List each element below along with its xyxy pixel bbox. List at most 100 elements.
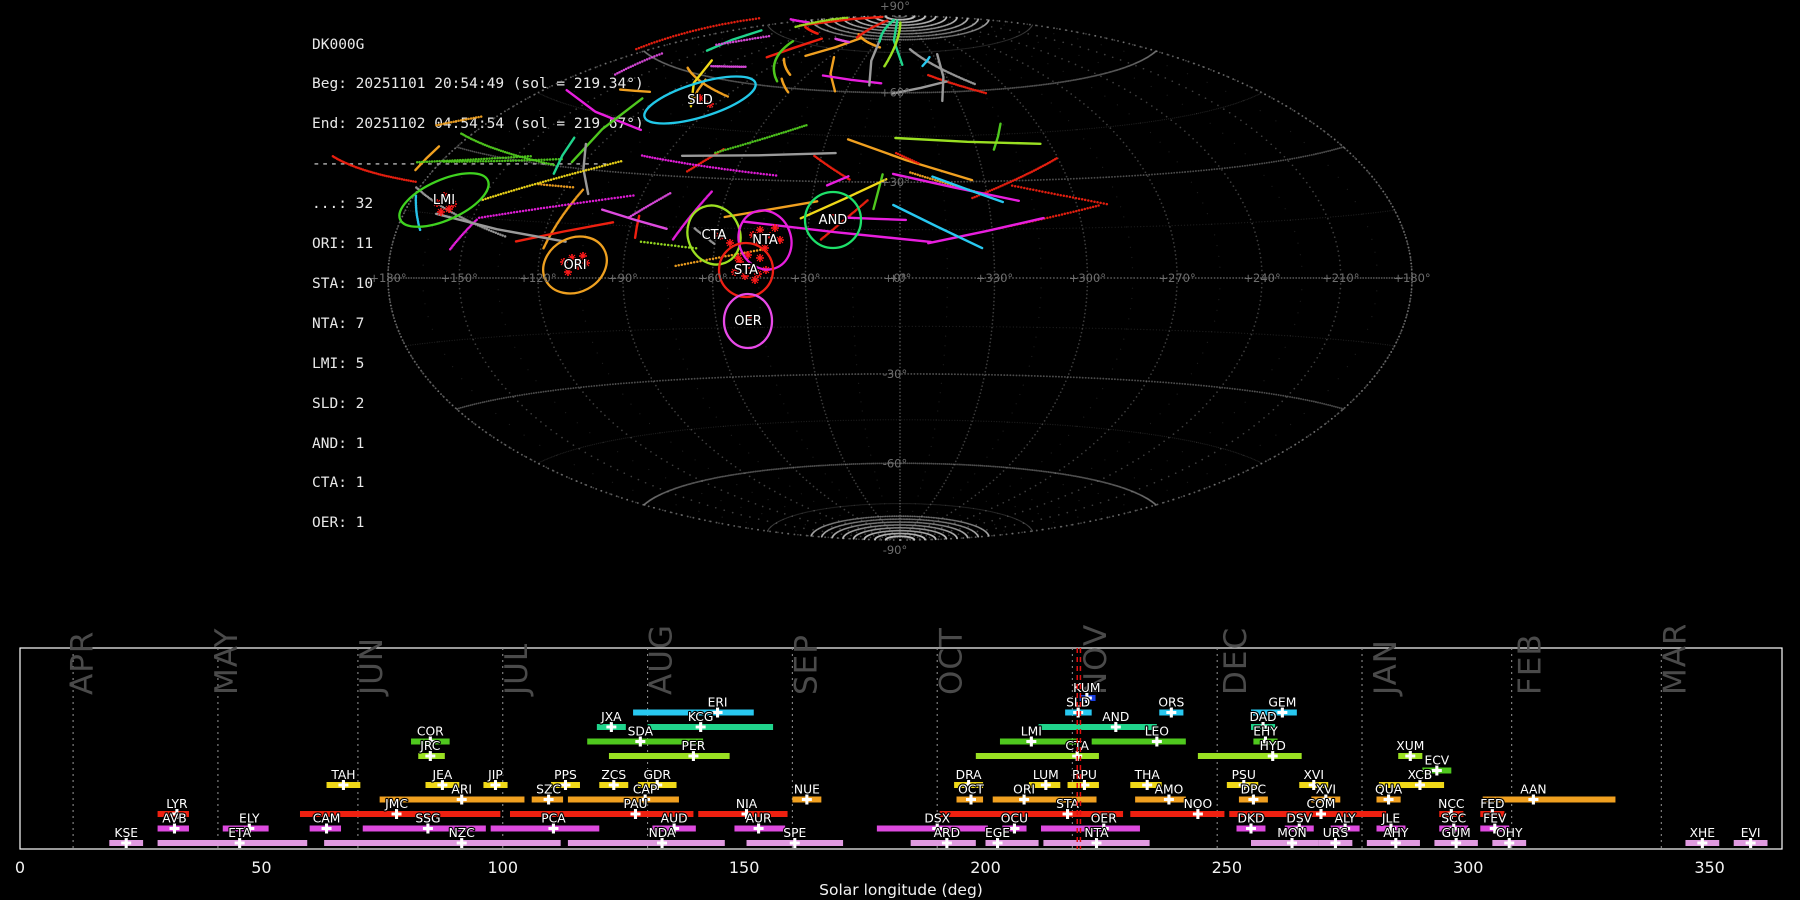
shower-bar[interactable]: AMO [1135,781,1186,805]
shower-bar[interactable]: AUR [734,810,786,834]
radiant-marker-sta[interactable]: STA [717,241,775,299]
shower-bar[interactable]: PER [608,738,730,761]
shower-bar[interactable]: DSV [1284,810,1314,834]
shower-bar[interactable]: AAN [1482,781,1616,805]
shower-bar[interactable]: ALY [1330,810,1360,834]
radiant-marker-sld[interactable]: SLD [640,67,761,133]
shower-bar[interactable]: OER [1040,810,1140,834]
shower-bar[interactable]: MON [1250,825,1319,848]
shower-bar[interactable]: OCT [956,781,985,805]
shower-bar[interactable]: SCC [1439,810,1469,834]
shower-bar[interactable]: GDR [637,767,677,790]
shower-bar[interactable]: ERI [633,694,754,718]
shower-bar[interactable]: COR [411,723,450,747]
meteor-radiant-star [449,200,457,208]
shower-bar[interactable]: NIA [698,796,788,819]
radiant-marker-cta[interactable]: CTA [679,197,750,272]
shower-bar[interactable]: FEV [1480,810,1510,834]
shower-bar[interactable]: THA [1130,767,1162,790]
shower-bar[interactable]: ARD [910,825,976,848]
shower-code-label: ARD [934,826,960,840]
shower-bar[interactable]: KCG [647,709,774,732]
radiant-marker-lmi[interactable]: LMI [392,162,496,238]
shower-bar[interactable]: SSG [362,810,486,834]
axis-tick-label: 300 [1453,858,1484,877]
shower-bar[interactable]: STA [939,796,1124,819]
shower-bar[interactable]: JXA [596,709,626,732]
shower-bar[interactable]: GUM [1434,825,1478,848]
shower-bar[interactable]: JIP [483,767,508,790]
shower-bar[interactable]: DKD [1236,810,1266,834]
shower-bar[interactable]: FED [1479,796,1506,819]
shower-bar[interactable]: JRC [418,738,445,761]
shower-bar[interactable]: NOO [1130,796,1225,819]
shower-bar[interactable]: RPU [1067,767,1099,790]
shower-bar[interactable]: NZC [324,825,561,848]
shower-bar[interactable]: SZC [531,781,564,805]
shower-bar[interactable]: URS [1318,825,1353,848]
shower-bar[interactable]: SDA [587,723,704,747]
shower-bar[interactable]: SPE [746,825,844,848]
shower-bar[interactable]: CAP [567,781,679,805]
shower-bar[interactable]: ARI [379,781,525,805]
shower-bar[interactable]: EVI [1733,825,1768,848]
shower-bar[interactable]: ECV [1422,752,1452,776]
shower-bar[interactable]: XCB [1378,767,1445,790]
shower-bar[interactable]: GEM [1250,694,1297,718]
shower-bar[interactable]: ZCS [599,767,629,790]
shower-bar[interactable]: DSX [876,810,988,834]
shower-bar[interactable]: QUA [1374,781,1404,805]
shower-bar[interactable]: ELY [222,810,269,834]
shower-bar[interactable]: LEO [1091,723,1186,747]
shower-bar[interactable]: OHY [1492,825,1527,848]
shower-bar[interactable]: AHY [1366,825,1420,848]
shower-bar[interactable]: AUD [652,810,696,834]
shower-bar[interactable]: XVI [1311,781,1341,805]
radiant-marker-oer[interactable]: OER [722,292,774,350]
shower-bar[interactable]: LUM [1028,767,1061,790]
shower-bar[interactable]: NTA [1043,825,1150,848]
shower-bar[interactable]: PCA [490,810,600,834]
shower-bar[interactable]: DPC [1238,781,1268,805]
shower-bar[interactable]: NCC [1437,796,1466,819]
shower-bar[interactable]: XVI [1299,767,1329,790]
shower-bar[interactable]: DRA [954,767,983,790]
shower-bar[interactable]: JEA [425,767,460,790]
meteor-radiant-star [579,252,587,260]
current-sol-marker[interactable] [1076,648,1082,849]
shower-bar[interactable]: PAU [509,796,694,819]
sky-radiant-map[interactable]: SLD LMI AND CTA NTA STA ORI OER +180° +150° +120°… [0,0,1800,625]
shower-bar[interactable]: ORS [1157,694,1186,718]
shower-activity-timeline[interactable]: APR MAY JUN JUL AUG SEP OCT NOV DEC JAN FEB MAR KUM… [0,625,1800,900]
shower-bar[interactable]: CAM [309,810,341,834]
shower-code-label: JEA [431,768,452,782]
shower-bar[interactable]: EGE [984,825,1039,848]
shower-bar[interactable]: ETA [157,825,308,848]
shower-bar[interactable]: EHY [1252,723,1279,747]
shower-bar[interactable]: NDA [567,825,725,848]
shower-bar[interactable]: JMC [299,796,501,819]
shower-bar[interactable]: LMI [999,723,1078,747]
shower-bar[interactable]: JLE [1376,810,1406,834]
radiant-label: ORI [563,258,586,273]
shower-bar[interactable]: COM [1229,796,1387,819]
shower-bar[interactable]: XUM [1395,738,1425,761]
shower-bar[interactable]: AVB [157,810,189,834]
shower-code-label: XHE [1690,826,1715,840]
shower-bar[interactable]: SLD [1065,694,1092,718]
radiant-marker-and[interactable]: AND [803,190,863,250]
shower-bar[interactable]: PPS [551,767,580,790]
shower-code-label: COM [1307,797,1336,811]
shower-bar[interactable]: PSU [1226,767,1259,790]
shower-bar[interactable]: NUE [792,781,822,805]
shower-bar[interactable]: HYD [1197,738,1302,761]
shower-bar[interactable]: AND [1038,709,1157,732]
shower-bar[interactable]: TAH [326,767,361,790]
shower-bar[interactable]: DAD [1248,709,1278,732]
shower-bar[interactable]: KSE [109,825,144,848]
radiant-marker-ori[interactable]: ORI [533,226,617,305]
shower-bar[interactable]: OCU [1000,810,1029,834]
shower-bar[interactable]: XHE [1685,825,1720,848]
shower-bar[interactable]: ORI [992,781,1097,805]
shower-bar[interactable]: LYR [157,796,189,819]
